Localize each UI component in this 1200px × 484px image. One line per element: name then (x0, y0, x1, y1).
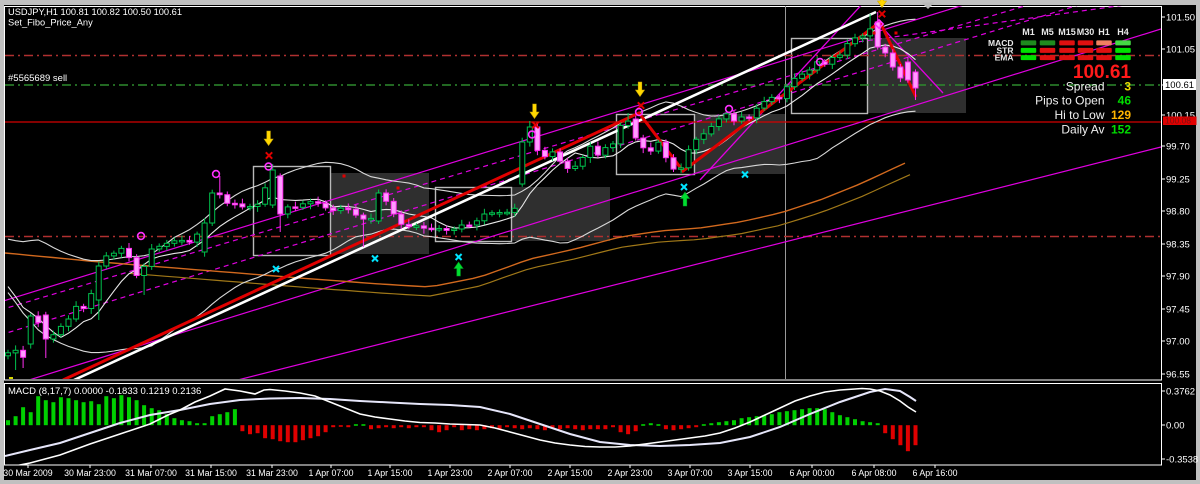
svg-text:97.90: 97.90 (1166, 272, 1190, 283)
svg-text:Set_Fibo_Price_Any: Set_Fibo_Price_Any (8, 18, 93, 28)
svg-text:#5565689 sell: #5565689 sell (8, 73, 67, 84)
svg-text:2 Apr 15:00: 2 Apr 15:00 (548, 468, 593, 478)
svg-text:129: 129 (1111, 108, 1131, 122)
svg-text:98.80: 98.80 (1166, 207, 1190, 218)
svg-text:97.45: 97.45 (1166, 305, 1190, 316)
svg-text:3 Apr 15:00: 3 Apr 15:00 (728, 468, 773, 478)
svg-text:101.50: 101.50 (1166, 13, 1195, 24)
svg-text:99.25: 99.25 (1166, 175, 1190, 186)
svg-text:Pips to Open: Pips to Open (1035, 94, 1104, 108)
svg-text:46: 46 (1118, 94, 1132, 108)
svg-text:6 Apr 08:00: 6 Apr 08:00 (852, 468, 897, 478)
svg-text:100.15: 100.15 (1166, 111, 1195, 122)
svg-text:1 Apr 07:00: 1 Apr 07:00 (309, 468, 354, 478)
svg-text:Hi to Low: Hi to Low (1054, 108, 1104, 122)
svg-text:STR: STR (997, 45, 1014, 55)
svg-text:3 Apr 07:00: 3 Apr 07:00 (668, 468, 713, 478)
svg-text:99.70: 99.70 (1166, 142, 1190, 153)
svg-text:0.3762: 0.3762 (1166, 387, 1195, 398)
svg-text:6 Apr 00:00: 6 Apr 00:00 (790, 468, 835, 478)
svg-text:30 Mar 23:00: 30 Mar 23:00 (64, 468, 116, 478)
svg-text:31 Mar 15:00: 31 Mar 15:00 (185, 468, 237, 478)
svg-text:6 Apr 16:00: 6 Apr 16:00 (913, 468, 958, 478)
svg-text:H4: H4 (1117, 27, 1129, 37)
svg-text:101.05: 101.05 (1166, 45, 1195, 56)
svg-text:31 Mar 23:00: 31 Mar 23:00 (246, 468, 298, 478)
svg-text:M1: M1 (1022, 27, 1035, 37)
svg-text:31 Mar 07:00: 31 Mar 07:00 (125, 468, 177, 478)
svg-text:EMA: EMA (995, 53, 1014, 63)
svg-text:100.61: 100.61 (1165, 80, 1194, 91)
svg-text:3: 3 (1124, 80, 1131, 94)
svg-text:97.00: 97.00 (1166, 337, 1190, 348)
svg-text:MACD: MACD (988, 38, 1014, 48)
svg-text:0.00: 0.00 (1166, 421, 1185, 432)
svg-text:H1: H1 (1098, 27, 1110, 37)
svg-text:2 Apr 07:00: 2 Apr 07:00 (488, 468, 533, 478)
svg-text:M5: M5 (1041, 27, 1054, 37)
svg-text:100.61: 100.61 (1073, 62, 1132, 83)
svg-text:M15: M15 (1058, 27, 1076, 37)
svg-text:152: 152 (1111, 123, 1131, 137)
svg-text:-0.3538: -0.3538 (1166, 455, 1198, 466)
svg-text:1 Apr 15:00: 1 Apr 15:00 (368, 468, 413, 478)
svg-text:100.08: 100.08 (1165, 116, 1191, 126)
svg-text:MACD (8,17,7) 0.0000 -0.1833: MACD (8,17,7) 0.0000 -0.1833 0.1219 0.21… (8, 386, 201, 397)
svg-text:Daily Av: Daily Av (1061, 123, 1104, 137)
svg-text:M30: M30 (1077, 27, 1095, 37)
svg-text:98.35: 98.35 (1166, 240, 1190, 251)
svg-text:Spread: Spread (1066, 80, 1105, 94)
svg-text:1 Apr 23:00: 1 Apr 23:00 (428, 468, 473, 478)
svg-text:USDJPY,H1 100.81 100.82 100.5: USDJPY,H1 100.81 100.82 100.50 100.61 (8, 7, 182, 17)
svg-text:96.55: 96.55 (1166, 370, 1190, 381)
svg-text:2 Apr 23:00: 2 Apr 23:00 (608, 468, 653, 478)
svg-text:30 Mar 2009: 30 Mar 2009 (3, 468, 52, 478)
